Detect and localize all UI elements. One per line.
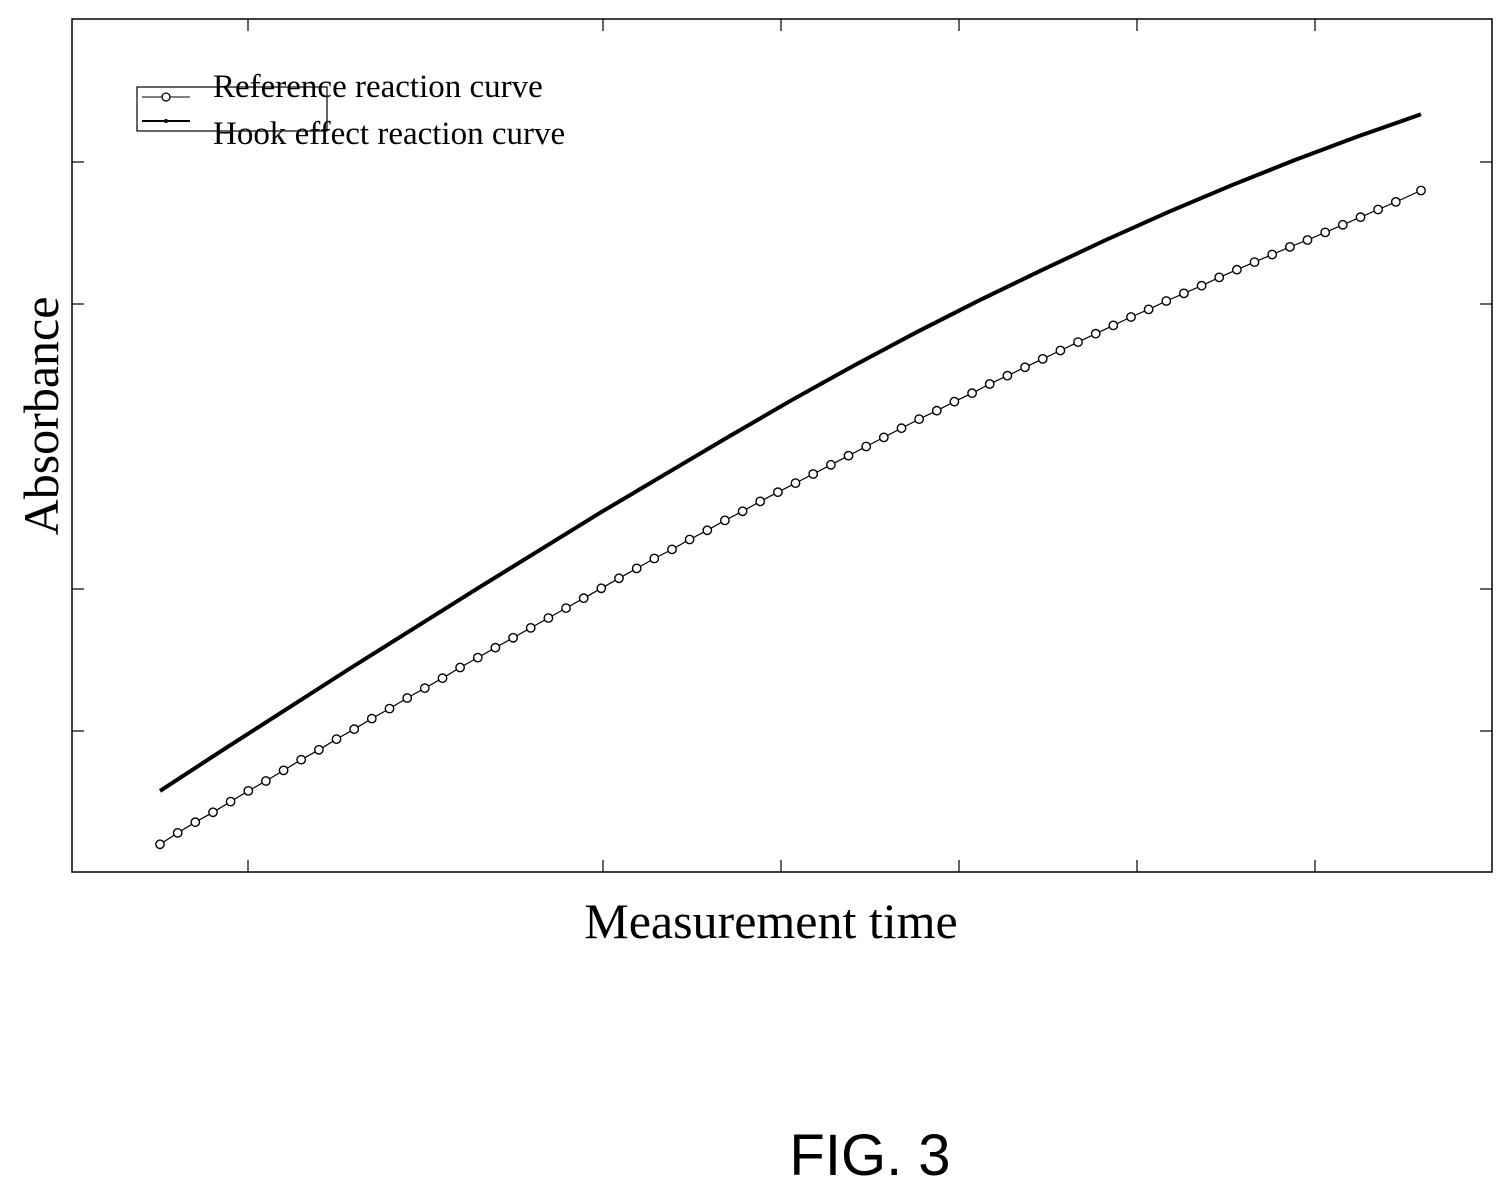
data-point-reference-46 — [967, 388, 977, 399]
x-axis-label: Measurement time — [584, 893, 958, 949]
data-point-reference-7 — [278, 765, 289, 776]
data-point-reference-54 — [1108, 320, 1119, 331]
data-point-reference-12 — [366, 713, 377, 724]
data-point-reference-14 — [402, 693, 413, 703]
data-point-reference-6 — [260, 776, 271, 786]
data-point-reference-23 — [561, 603, 571, 613]
data-point-reference-70 — [1390, 196, 1401, 207]
data-point-reference-60 — [1214, 272, 1225, 283]
data-point-reference-61 — [1232, 264, 1242, 275]
data-point-reference-37 — [808, 469, 819, 479]
data-point-reference-4 — [225, 796, 236, 807]
data-point-reference-17 — [455, 662, 465, 673]
axis-ticks — [72, 19, 1492, 872]
data-point-reference-2 — [190, 817, 201, 828]
data-point-reference-20 — [508, 632, 518, 643]
data-point-reference-35 — [773, 487, 783, 498]
data-point-reference-26 — [614, 573, 624, 584]
data-point-reference-62 — [1249, 257, 1260, 267]
data-point-reference-24 — [578, 593, 589, 604]
legend: Reference reaction curve Hook effect rea… — [136, 69, 565, 152]
data-point-reference-13 — [384, 703, 395, 714]
data-point-reference-44 — [931, 405, 942, 416]
data-point-reference-9 — [313, 744, 324, 755]
plot-frame — [71, 18, 1493, 873]
data-point-reference-29 — [667, 544, 677, 555]
data-point-reference-10 — [331, 734, 342, 744]
data-point-reference-43 — [914, 414, 924, 424]
data-point-reference-58 — [1179, 288, 1189, 299]
data-point-reference-69 — [1373, 204, 1384, 215]
data-point-reference-63 — [1267, 249, 1278, 260]
data-point-reference-66 — [1320, 227, 1331, 238]
y-axis-label: Absorbance — [13, 297, 69, 536]
data-point-reference-16 — [437, 673, 448, 684]
data-point-reference-55 — [1126, 312, 1136, 322]
data-point-reference-49 — [1020, 362, 1030, 373]
data-point-reference-56 — [1143, 304, 1154, 315]
data-point-reference-64 — [1285, 241, 1295, 252]
legend-label-reference: Reference reaction curve — [213, 69, 543, 105]
data-point-reference-65 — [1302, 235, 1313, 245]
data-point-reference-59 — [1196, 280, 1207, 291]
data-point-reference-11 — [349, 724, 360, 735]
data-point-reference-48 — [1002, 370, 1013, 381]
data-point-reference-36 — [790, 478, 801, 488]
data-point-reference-30 — [684, 534, 695, 545]
data-point-reference-51 — [1055, 345, 1066, 356]
data-point-reference-33 — [737, 506, 748, 517]
data-point-reference-71 — [1416, 185, 1426, 196]
legend-label-hook: Hook effect reaction curve — [213, 116, 565, 152]
data-point-reference-21 — [525, 623, 536, 633]
legend-marker-reference — [161, 92, 171, 102]
data-point-reference-15 — [419, 683, 430, 693]
data-point-reference-52 — [1073, 337, 1083, 347]
data-point-reference-19 — [490, 642, 501, 653]
data-point-reference-3 — [208, 807, 218, 818]
data-point-reference-38 — [826, 459, 836, 470]
legend-marker-hook — [164, 119, 168, 123]
figure-caption: FIG. 3 — [789, 1123, 951, 1188]
data-point-reference-68 — [1355, 212, 1366, 223]
data-point-reference-31 — [702, 525, 713, 536]
data-point-reference-28 — [649, 553, 660, 564]
data-point-reference-47 — [984, 379, 995, 389]
data-point-reference-67 — [1337, 219, 1348, 230]
data-point-reference-1 — [172, 828, 183, 838]
data-point-reference-57 — [1161, 296, 1172, 306]
series-layer — [155, 112, 1426, 850]
data-point-reference-53 — [1090, 328, 1101, 339]
data-point-reference-40 — [861, 441, 872, 452]
data-point-reference-45 — [949, 396, 960, 407]
data-point-reference-25 — [596, 583, 607, 594]
data-point-reference-34 — [755, 496, 766, 507]
data-point-reference-42 — [896, 423, 907, 434]
data-point-reference-0 — [155, 839, 165, 850]
data-point-reference-50 — [1037, 353, 1048, 364]
data-point-reference-5 — [243, 786, 254, 796]
data-point-reference-18 — [472, 652, 483, 663]
data-point-reference-22 — [543, 613, 554, 623]
data-point-reference-41 — [878, 432, 889, 443]
data-point-reference-8 — [296, 754, 307, 765]
series-line-reference — [159, 189, 1422, 845]
data-point-reference-32 — [720, 515, 730, 526]
data-point-reference-27 — [631, 563, 642, 574]
series-line-hook-effect — [158, 112, 1422, 793]
data-point-reference-39 — [843, 450, 854, 461]
